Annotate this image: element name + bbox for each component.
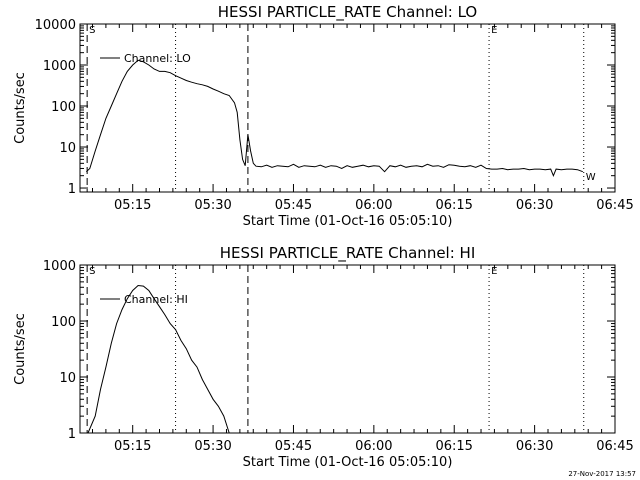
panel2-x-tick-label: 06:45 <box>596 439 633 454</box>
panel1-x-tick-label: 05:15 <box>114 198 151 213</box>
panel1-x-tick-label: 05:30 <box>194 198 231 213</box>
panel1-y-axis-label: Counts/sec <box>13 72 28 144</box>
panel1-title: HESSI PARTICLE_RATE Channel: LO <box>218 3 477 22</box>
panel2-marker-label: E <box>491 266 497 277</box>
panel1-marker-label: W <box>586 172 596 183</box>
panel2-x-tick-label: 05:30 <box>194 439 231 454</box>
panel2-marker-label: S <box>89 266 95 277</box>
panel2-x-tick-label: 05:15 <box>114 439 151 454</box>
panel1-x-axis-label: Start Time (01-Oct-16 05:05:10) <box>243 214 453 229</box>
panel1-marker-label: S <box>89 25 95 36</box>
panel1-plot-frame <box>79 23 616 193</box>
panel2-x-tick-label: 06:00 <box>355 439 392 454</box>
panel2-y-tick-label: 10 <box>59 371 76 386</box>
panel1-x-tick-label: 06:30 <box>516 198 553 213</box>
panel1-legend-label: Channel: LO <box>124 52 191 65</box>
panel2-y-axis-label: Counts/sec <box>13 313 28 385</box>
panel2-y-tick-label: 100 <box>51 315 76 330</box>
panel2-title: HESSI PARTICLE_RATE Channel: HI <box>220 244 476 263</box>
panel2-series-line <box>87 284 230 434</box>
footer-timestamp: 27-Nov-2017 13:57 <box>568 470 636 478</box>
panel2-y-tick-label: 1000 <box>43 259 76 274</box>
panel1-y-tick-label: 10000 <box>35 18 76 33</box>
panel1-series-line <box>85 59 583 178</box>
panel2-plot-frame <box>79 264 616 434</box>
panel1-marker-label: E <box>491 25 497 36</box>
panel1-y-tick-label: 10 <box>59 141 76 156</box>
panel2-x-tick-label: 06:15 <box>435 439 472 454</box>
panel1-x-tick-label: 06:45 <box>596 198 633 213</box>
panel2-y-tick-label: 1 <box>68 427 76 442</box>
panel1-y-tick-label: 1000 <box>43 59 76 74</box>
panel1-x-tick-label: 05:45 <box>275 198 312 213</box>
panel2-x-axis-label: Start Time (01-Oct-16 05:05:10) <box>243 455 453 470</box>
panel1-y-tick-label: 100 <box>51 100 76 115</box>
panel2-x-tick-label: 06:30 <box>516 439 553 454</box>
panel1-x-tick-label: 06:15 <box>435 198 472 213</box>
panel2-x-tick-label: 05:45 <box>275 439 312 454</box>
panel1-y-tick-label: 1 <box>68 182 76 197</box>
panel1-x-tick-label: 06:00 <box>355 198 392 213</box>
panel2-legend-label: Channel: HI <box>124 293 188 306</box>
